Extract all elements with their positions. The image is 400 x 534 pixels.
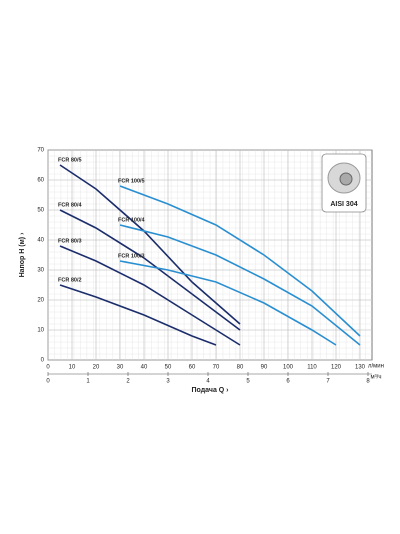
x2-tick-label: 2 [126,379,130,385]
x2-unit: м³/ч [371,375,382,381]
series-label: FCR 100/3 [118,253,145,259]
x2-tick-label: 3 [166,379,170,385]
x-tick-label: 20 [93,365,100,371]
x-tick-label: 50 [165,365,172,371]
x-tick-label: 80 [237,365,244,371]
series-label: FCR 80/3 [58,238,82,244]
x-axis-title: Подача Q › [192,387,230,394]
x-tick-label: 70 [213,365,220,371]
impeller-hub [339,172,353,186]
x2-tick-label: 1 [86,379,90,385]
x-tick-label: 40 [141,365,148,371]
x2-tick-label: 8 [366,379,370,385]
x2-tick-label: 0 [46,379,50,385]
x-tick-label: 100 [283,365,294,371]
curve [59,209,241,331]
x-tick-label: 0 [46,365,50,371]
x-tick-label: 90 [261,365,268,371]
y-tick-label: 30 [37,268,44,274]
inset-label: AISI 304 [330,201,357,208]
curve [59,245,241,346]
x2-tick-label: 7 [326,379,330,385]
x-tick-label: 120 [331,365,342,371]
x-tick-label: 60 [189,365,196,371]
curve [119,224,361,346]
x-tick-label: 30 [117,365,124,371]
y-tick-label: 50 [37,208,44,214]
x2-tick-label: 4 [206,379,210,385]
y-tick-label: 40 [37,238,44,244]
y-tick-label: 20 [37,298,44,304]
series-label: FCR 80/4 [58,202,82,208]
y-tick-label: 10 [37,328,44,334]
series-label: FCR 80/2 [58,277,82,283]
y-axis-title: Напор H (м) › [19,232,26,277]
x-tick-label: 130 [355,365,366,371]
x-unit: л/мин [368,364,384,370]
x2-tick-label: 5 [246,379,250,385]
x-tick-label: 110 [307,365,317,371]
y-tick-label: 60 [37,178,44,184]
y-tick-label: 0 [41,358,45,364]
curve [59,284,217,346]
series-label: FCR 100/4 [118,217,146,223]
y-tick-label: 70 [37,148,44,154]
series-label: FCR 80/5 [58,157,82,163]
series-label: FCR 100/5 [118,178,145,184]
curve [119,185,361,337]
x2-tick-label: 6 [286,379,290,385]
x-tick-label: 10 [69,365,76,371]
curve [119,260,337,346]
inset: AISI 304 [321,153,367,213]
